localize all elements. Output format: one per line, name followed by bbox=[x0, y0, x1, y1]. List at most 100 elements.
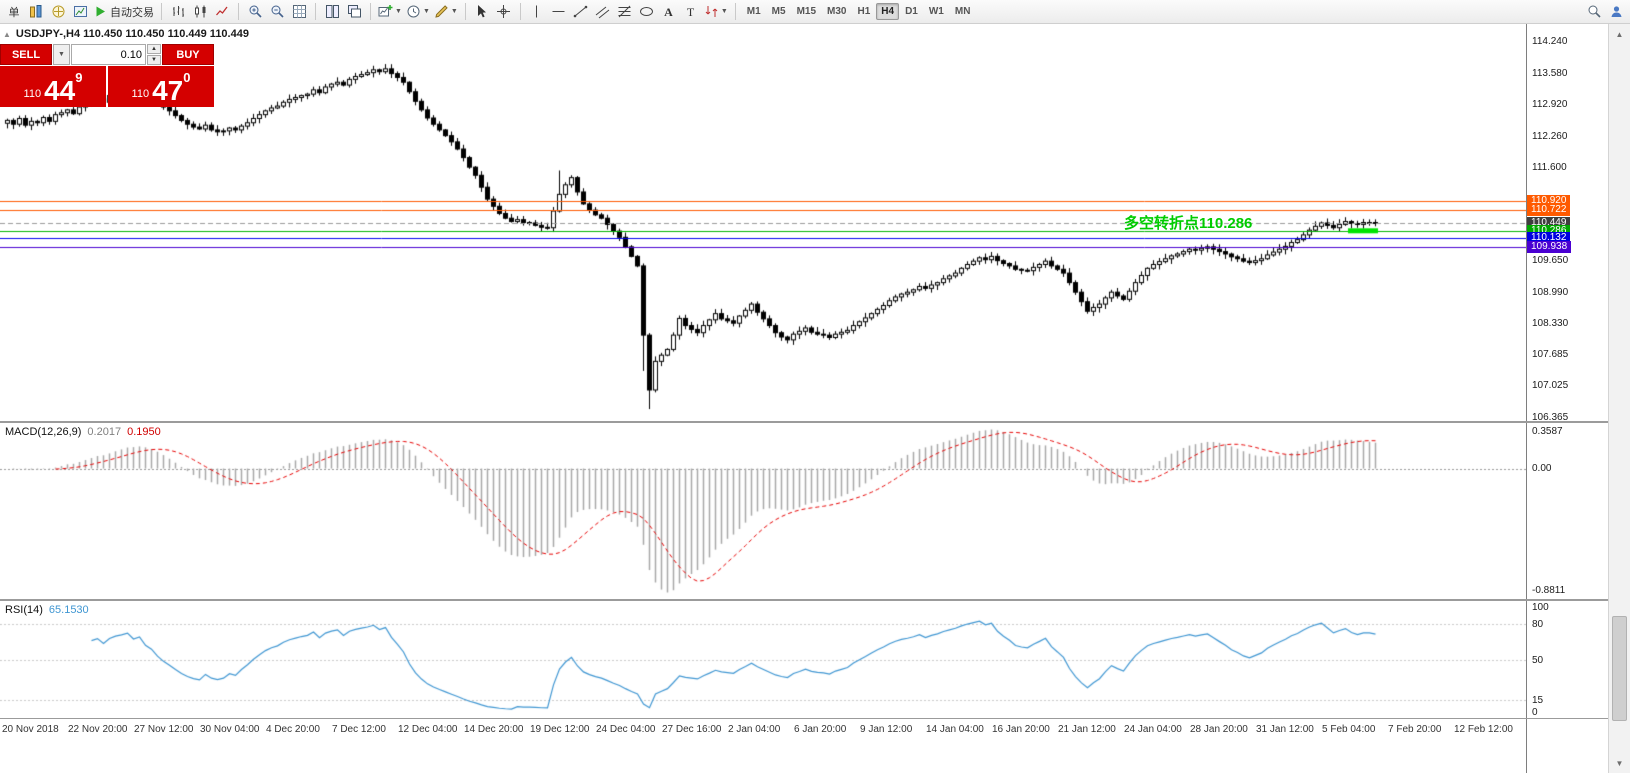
time-axis[interactable]: 20 Nov 2018 22 Nov 20:00 27 Nov 12:00 30 No… bbox=[0, 718, 1526, 744]
new-order-label: 单 bbox=[8, 6, 20, 19]
sell-price-box[interactable]: 110 44 9 bbox=[0, 66, 106, 107]
rsi-tick-label: 80 bbox=[1532, 619, 1544, 631]
macd-canvas[interactable] bbox=[0, 423, 1526, 599]
zoom-out-icon bbox=[271, 5, 284, 18]
community-button[interactable] bbox=[1606, 2, 1626, 22]
grid-button[interactable] bbox=[289, 2, 309, 22]
label-button[interactable]: T bbox=[681, 2, 701, 22]
rsi-tick-label: 50 bbox=[1532, 654, 1544, 666]
tile-windows-button[interactable] bbox=[322, 2, 342, 22]
sell-price-base: 110 bbox=[23, 88, 42, 100]
svg-text:T: T bbox=[687, 5, 695, 19]
sell-button[interactable]: SELL bbox=[0, 44, 52, 65]
scroll-up-button[interactable]: ▲ bbox=[1615, 29, 1624, 39]
fibonacci-button[interactable] bbox=[615, 2, 635, 22]
shapes-button[interactable] bbox=[637, 2, 657, 22]
vertical-line-button[interactable] bbox=[527, 2, 547, 22]
periods-button[interactable]: ▼ bbox=[405, 2, 431, 22]
timeframe-button-m30[interactable]: M30 bbox=[827, 6, 847, 17]
volume-increase-button[interactable]: ▲ bbox=[147, 44, 161, 54]
macd-signal-value: 0.1950 bbox=[127, 426, 161, 438]
volume-input[interactable] bbox=[71, 44, 146, 65]
line-chart-button[interactable] bbox=[212, 2, 232, 22]
trendline-button[interactable] bbox=[571, 2, 591, 22]
toolbar-separator bbox=[161, 3, 162, 20]
time-axis-label: 4 Dec 20:00 bbox=[266, 724, 320, 735]
price-tick-label: 112.920 bbox=[1532, 99, 1568, 111]
cursor-button[interactable] bbox=[472, 2, 492, 22]
timeframe-button-d1[interactable]: D1 bbox=[905, 6, 918, 17]
text-button[interactable]: A bbox=[659, 2, 679, 22]
new-chart-icon bbox=[378, 5, 393, 17]
search-button[interactable] bbox=[1584, 2, 1604, 22]
templates-button[interactable]: ▼ bbox=[433, 2, 459, 22]
timeframe-button-m15[interactable]: M15 bbox=[796, 6, 817, 17]
price-tick-label: 108.330 bbox=[1532, 318, 1569, 330]
volume-decrease-button[interactable]: ▼ bbox=[147, 55, 161, 65]
crosshair-button[interactable] bbox=[494, 2, 514, 22]
panel-splitter[interactable] bbox=[0, 599, 1608, 601]
rsi-canvas[interactable] bbox=[0, 601, 1526, 718]
timeframe-button-m5[interactable]: M5 bbox=[771, 6, 786, 17]
zoom-in-button[interactable] bbox=[245, 2, 265, 22]
chevron-down-icon: ▼ bbox=[422, 8, 430, 15]
buy-price-box[interactable]: 110 47 0 bbox=[108, 66, 214, 107]
bar-chart-button[interactable] bbox=[168, 2, 188, 22]
template-pencil-icon bbox=[435, 5, 448, 18]
chevron-down-icon: ▼ bbox=[450, 8, 458, 15]
buy-price-base: 110 bbox=[131, 88, 150, 100]
timeframe-button-h1[interactable]: H1 bbox=[857, 6, 871, 17]
navigator-button[interactable] bbox=[48, 2, 68, 22]
turning-point-annotation[interactable]: 多空转折点110.286 bbox=[1124, 215, 1253, 232]
grid-icon bbox=[292, 5, 306, 18]
rsi-label-row: RSI(14) 65.1530 bbox=[5, 604, 89, 616]
vertical-line-icon bbox=[536, 5, 538, 18]
time-axis-label: 14 Dec 20:00 bbox=[464, 724, 524, 735]
new-order-button[interactable]: 单 bbox=[4, 2, 24, 22]
trendline-icon bbox=[574, 5, 588, 18]
zoom-in-icon bbox=[249, 5, 262, 18]
candlestick-chart-button[interactable] bbox=[190, 2, 210, 22]
one-click-collapse-icon[interactable]: ▲ bbox=[3, 29, 11, 39]
cascade-windows-button[interactable] bbox=[344, 2, 364, 22]
channel-button[interactable] bbox=[593, 2, 613, 22]
price-chart-canvas[interactable] bbox=[0, 24, 1526, 421]
timeframe-button-m1[interactable]: M1 bbox=[746, 6, 761, 17]
scrollbar-thumb[interactable] bbox=[1612, 616, 1627, 721]
time-axis-label: 21 Jan 12:00 bbox=[1058, 724, 1116, 735]
arrows-button[interactable]: ▼ bbox=[703, 2, 729, 22]
autotrading-button[interactable]: 自动交易 bbox=[92, 2, 155, 22]
scroll-down-button[interactable]: ▼ bbox=[1615, 758, 1624, 768]
autotrading-label: 自动交易 bbox=[110, 6, 154, 19]
time-axis-label: 30 Nov 04:00 bbox=[200, 724, 260, 735]
macd-main-value: 0.2017 bbox=[87, 426, 122, 438]
timeframe-button-mn[interactable]: MN bbox=[954, 6, 971, 17]
text-t-icon: T bbox=[687, 5, 695, 19]
time-axis-label: 2 Jan 04:00 bbox=[728, 724, 781, 735]
timeframe-button-w1[interactable]: W1 bbox=[928, 6, 944, 17]
arrows-icon bbox=[705, 6, 718, 17]
price-line-label: 110.722 bbox=[1527, 203, 1571, 216]
toolbar-separator bbox=[464, 3, 466, 20]
zoom-out-button[interactable] bbox=[267, 2, 287, 22]
chevron-down-icon: ▼ bbox=[395, 8, 402, 15]
price-axis[interactable]: 110.920 110.722 110.449 110.286 110.132 109.9… bbox=[1526, 24, 1608, 773]
chevron-down-icon: ▼ bbox=[720, 8, 728, 15]
toolbar: 单 自动交易 ▼ ▼ ▼ A T ▼ M1 M5 M15 M30 H1 bbox=[0, 0, 1630, 24]
clock-icon bbox=[407, 5, 420, 18]
price-line-label: 110.920 bbox=[1527, 194, 1571, 207]
candlestick-chart-icon bbox=[194, 5, 205, 18]
terminal-button[interactable] bbox=[70, 2, 90, 22]
order-type-dropdown[interactable]: ▼ bbox=[53, 44, 70, 65]
market-watch-icon bbox=[29, 4, 44, 19]
macd-label-row: MACD(12,26,9) 0.2017 0.1950 bbox=[5, 426, 161, 438]
timeframe-button-h4[interactable]: H4 bbox=[876, 3, 900, 20]
time-axis-label: 27 Dec 16:00 bbox=[662, 724, 722, 735]
buy-button[interactable]: BUY bbox=[162, 44, 214, 65]
panel-splitter[interactable] bbox=[0, 421, 1608, 423]
market-watch-button[interactable] bbox=[26, 2, 46, 22]
horizontal-line-button[interactable] bbox=[549, 2, 569, 22]
price-tick-label: 109.650 bbox=[1532, 255, 1569, 267]
new-chart-button[interactable]: ▼ bbox=[377, 2, 403, 22]
